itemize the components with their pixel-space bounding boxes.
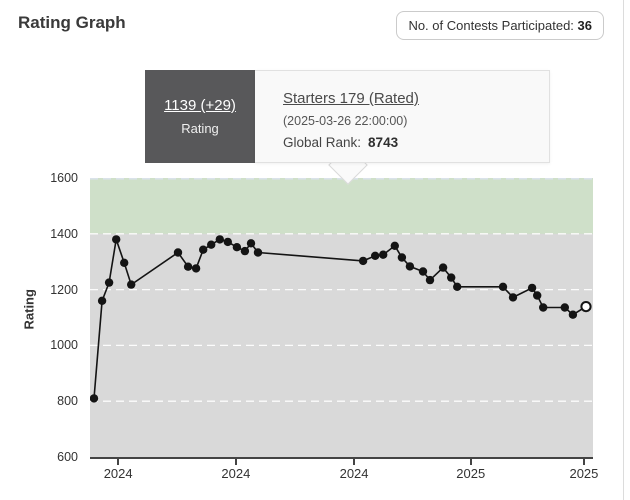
y-tick-label: 1200 (50, 282, 78, 297)
tooltip-contest-datetime: (2025-03-26 22:00:00) (283, 114, 408, 128)
tooltip-contest-panel: Starters 179 (Rated) (2025-03-26 22:00:0… (255, 70, 550, 163)
contests-count-label: No. of Contests Participated: (408, 18, 578, 33)
data-point[interactable] (405, 262, 415, 271)
data-point[interactable] (246, 239, 256, 248)
x-tick-label: 2025 (569, 466, 599, 481)
tooltip-rank-label: Global Rank: (283, 135, 362, 150)
data-point[interactable] (90, 394, 99, 403)
tooltip-rating-panel: 1139 (+29) Rating (145, 70, 255, 163)
x-tick-label: 2024 (221, 466, 251, 481)
data-point[interactable] (418, 267, 428, 276)
tooltip-global-rank: Global Rank: 8743 (283, 135, 549, 150)
x-tick (235, 458, 237, 465)
data-point[interactable] (207, 240, 216, 249)
data-point[interactable] (498, 282, 508, 291)
contests-count-value: 36 (577, 18, 592, 33)
data-point[interactable] (447, 273, 456, 282)
data-point[interactable] (173, 248, 183, 257)
tooltip-rating-value[interactable]: 1139 (+29) (164, 97, 236, 114)
data-point[interactable] (539, 303, 548, 312)
data-point[interactable] (120, 258, 129, 267)
data-point[interactable] (425, 275, 435, 285)
y-tick-label: 600 (57, 450, 78, 464)
data-point[interactable] (527, 283, 537, 293)
y-tick-label: 1000 (50, 338, 78, 353)
x-tick-label: 2025 (456, 466, 486, 481)
contest-tooltip: 1139 (+29) Rating Starters 179 (Rated) (… (145, 70, 550, 185)
page-right-border (623, 0, 624, 500)
page-title: Rating Graph (18, 13, 126, 32)
y-tick-label: 1400 (50, 226, 78, 241)
data-point[interactable] (453, 282, 462, 291)
data-point[interactable] (533, 291, 542, 300)
x-tick (583, 458, 585, 465)
data-point[interactable] (560, 303, 569, 312)
data-point[interactable] (199, 245, 208, 254)
x-tick (353, 458, 355, 465)
data-point[interactable] (568, 310, 578, 319)
data-point[interactable] (104, 278, 114, 287)
data-point[interactable] (508, 293, 518, 302)
data-point[interactable] (390, 241, 399, 250)
data-point[interactable] (223, 237, 232, 247)
tooltip-contest-link[interactable]: Starters 179 (Rated) (283, 90, 419, 107)
x-tick-label: 2024 (339, 466, 369, 481)
data-point[interactable] (358, 256, 368, 266)
data-point[interactable] (215, 235, 224, 244)
x-tick (470, 458, 472, 465)
tooltip-rating-label: Rating (181, 121, 219, 136)
data-point[interactable] (112, 235, 121, 244)
x-tick-label: 2024 (103, 466, 133, 481)
data-point[interactable] (379, 250, 388, 259)
data-point[interactable] (97, 296, 107, 305)
rated-band (90, 178, 593, 234)
data-point[interactable] (127, 280, 136, 289)
rating-graph-chart: Rating 600 800 1000 1200 1400 1600 2024 2024 20… (0, 170, 630, 500)
selected-data-point[interactable] (580, 301, 592, 313)
y-axis-tick-labels: 600 800 1000 1200 1400 1600 (0, 171, 78, 464)
x-axis-line (90, 457, 593, 459)
data-point[interactable] (183, 262, 193, 271)
rating-chart-svg[interactable] (90, 178, 593, 457)
plot-area[interactable] (90, 178, 593, 457)
data-point[interactable] (232, 243, 242, 252)
tooltip-rank-value: 8743 (368, 135, 399, 150)
data-point[interactable] (438, 263, 448, 272)
data-point[interactable] (371, 251, 380, 260)
y-tick-label: 800 (57, 394, 78, 409)
x-tick (117, 458, 119, 465)
y-tick-label: 1600 (50, 171, 78, 185)
data-point[interactable] (240, 246, 250, 256)
data-point[interactable] (253, 248, 263, 257)
data-point[interactable] (191, 264, 201, 273)
data-point[interactable] (397, 253, 407, 262)
contests-count-badge: No. of Contests Participated: 36 (396, 11, 604, 40)
